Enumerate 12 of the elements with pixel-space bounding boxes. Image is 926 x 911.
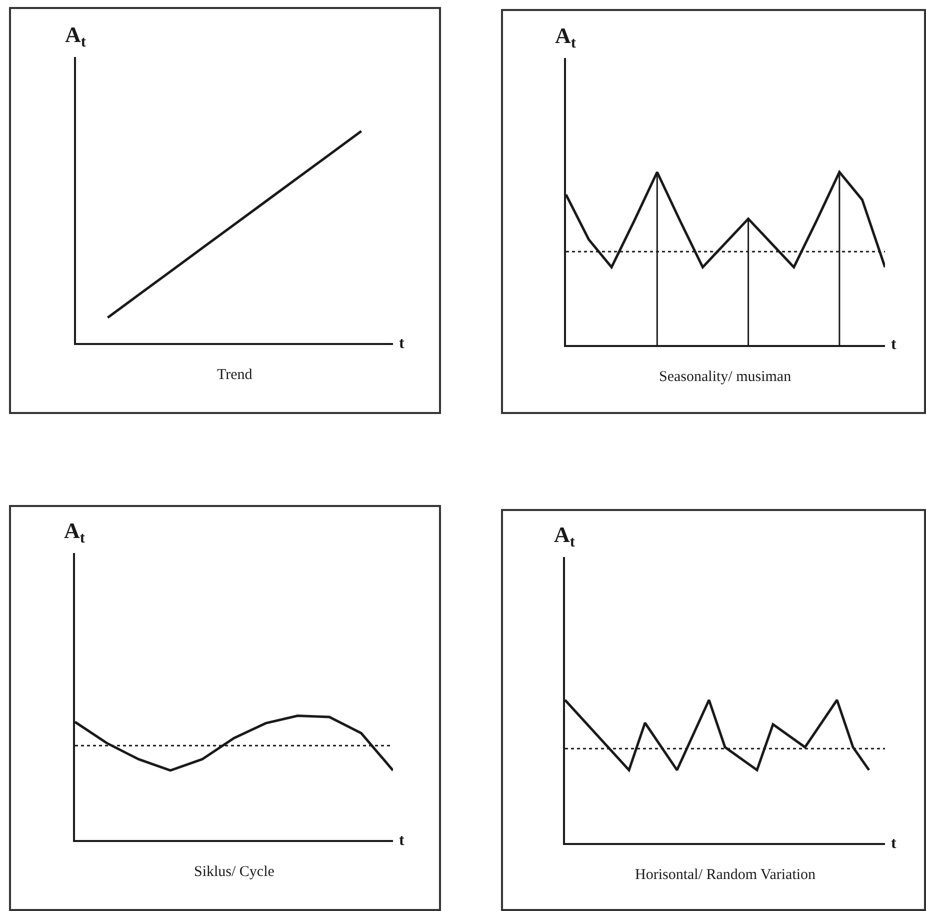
y-axis-title: A$_{t}$ xyxy=(555,23,577,52)
y-axis-title: A$_{t}$ xyxy=(64,518,86,547)
text: Siklus/ Cycle xyxy=(194,864,275,880)
y-axis-title: A$_{t}$ xyxy=(554,522,576,551)
y-axis-title: A$_{t}$ xyxy=(65,22,87,51)
x-axis-title: t xyxy=(399,335,405,352)
x-axis-title: t xyxy=(399,832,405,849)
x-axis-title: t xyxy=(891,835,897,852)
x-axis-title: t xyxy=(891,336,897,353)
text: Seasonality/ musiman xyxy=(659,369,792,385)
text: Horisontal/ Random Variation xyxy=(635,867,816,883)
text: Trend xyxy=(217,367,253,383)
